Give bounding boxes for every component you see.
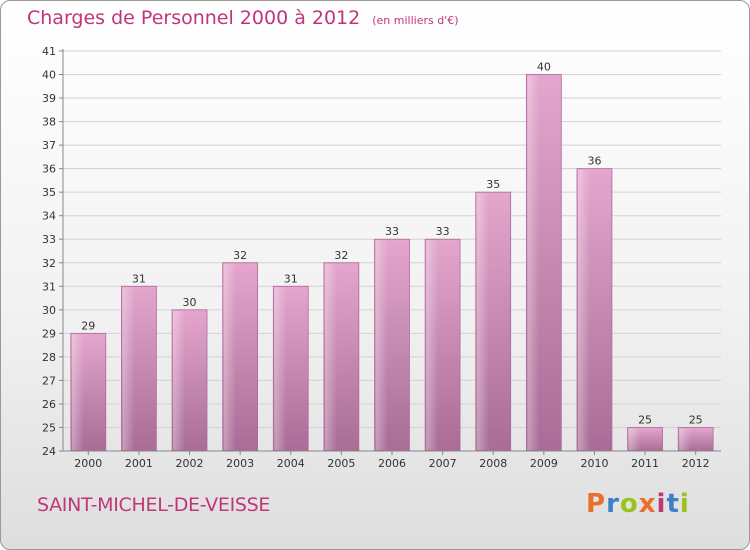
x-tick-label: 2012	[682, 457, 710, 470]
x-tick-label: 2007	[429, 457, 457, 470]
x-tick-label: 2010	[580, 457, 608, 470]
data-label: 30	[183, 296, 197, 309]
title-text: Charges de Personnel 2000 à 2012	[27, 7, 361, 29]
data-label: 31	[132, 272, 146, 285]
data-label: 36	[587, 155, 601, 168]
logo-letter: o	[619, 489, 639, 519]
bar-highlight	[679, 428, 692, 450]
place-name: SAINT-MICHEL-DE-VEISSE	[37, 494, 271, 516]
y-tick-label: 41	[42, 45, 56, 58]
y-tick-label: 32	[42, 257, 56, 270]
y-tick-label: 27	[42, 374, 56, 387]
logo-letter: i	[679, 489, 690, 519]
y-tick-label: 31	[42, 280, 56, 293]
data-label: 33	[385, 225, 399, 238]
bar-highlight	[122, 287, 135, 450]
data-label: 32	[334, 249, 348, 262]
bar-highlight	[223, 263, 236, 450]
bar-highlight	[426, 240, 439, 450]
x-tick-label: 2001	[125, 457, 153, 470]
data-label: 35	[486, 178, 500, 191]
y-tick-label: 24	[42, 445, 56, 458]
bar-highlight	[274, 287, 287, 450]
y-tick-label: 35	[42, 186, 56, 199]
logo-letter: r	[606, 489, 620, 519]
y-tick-label: 36	[42, 163, 56, 176]
bars: 29 31 30 32 31 32 33 33 35 40 36 25 25	[70, 61, 714, 452]
y-tick-label: 39	[42, 92, 56, 105]
bar-highlight	[375, 240, 388, 450]
y-axis: 24 25 26 27 28 29 30 31 32 33 34 35 36 37 38 39 40 41	[42, 45, 64, 458]
y-tick-label: 38	[42, 116, 56, 129]
data-label: 32	[233, 249, 247, 262]
data-label: 40	[537, 61, 551, 74]
bar-highlight	[324, 263, 338, 450]
y-tick-label: 37	[42, 139, 56, 152]
x-tick-label: 2004	[277, 457, 305, 470]
x-tick-label: 2011	[631, 457, 659, 470]
y-tick-label: 33	[42, 233, 56, 246]
bar-highlight	[476, 193, 489, 451]
y-tick-label: 30	[42, 304, 56, 317]
logo-letter: i	[656, 489, 667, 519]
x-tick-label: 2008	[479, 457, 507, 470]
data-label: 31	[284, 272, 298, 285]
x-tick-label: 2005	[327, 457, 355, 470]
x-tick-label: 2003	[226, 457, 254, 470]
bar-highlight	[577, 169, 591, 450]
bar-highlight	[628, 428, 641, 450]
y-tick-label: 29	[42, 327, 56, 340]
data-label: 25	[638, 413, 652, 426]
logo-letter: P	[586, 489, 607, 519]
y-tick-label: 28	[42, 351, 56, 364]
x-tick-label: 2000	[74, 457, 102, 470]
bar-highlight	[173, 310, 186, 450]
bar-highlight	[527, 75, 540, 450]
x-tick-label: 2002	[176, 457, 204, 470]
x-tick-label: 2009	[530, 457, 558, 470]
bar-highlight	[71, 334, 85, 450]
x-tick-label: 2006	[378, 457, 406, 470]
y-tick-label: 25	[42, 421, 56, 434]
x-axis: 2000 2001 2002 2003 2004 2005 2006 2007 2008 2009…	[63, 450, 721, 470]
data-label: 33	[436, 225, 450, 238]
chart-title: Charges de Personnel 2000 à 2012 (en mill…	[27, 7, 459, 29]
y-tick-label: 40	[42, 69, 56, 82]
data-label: 29	[81, 319, 95, 332]
logo-letter: t	[666, 489, 680, 519]
y-tick-label: 26	[42, 398, 56, 411]
chart-subtitle: (en milliers d'€)	[372, 14, 459, 27]
proxiti-logo[interactable]: Proxiti	[586, 489, 690, 519]
y-tick-label: 34	[42, 210, 56, 223]
logo-letter: x	[638, 489, 657, 519]
data-label: 25	[689, 413, 703, 426]
